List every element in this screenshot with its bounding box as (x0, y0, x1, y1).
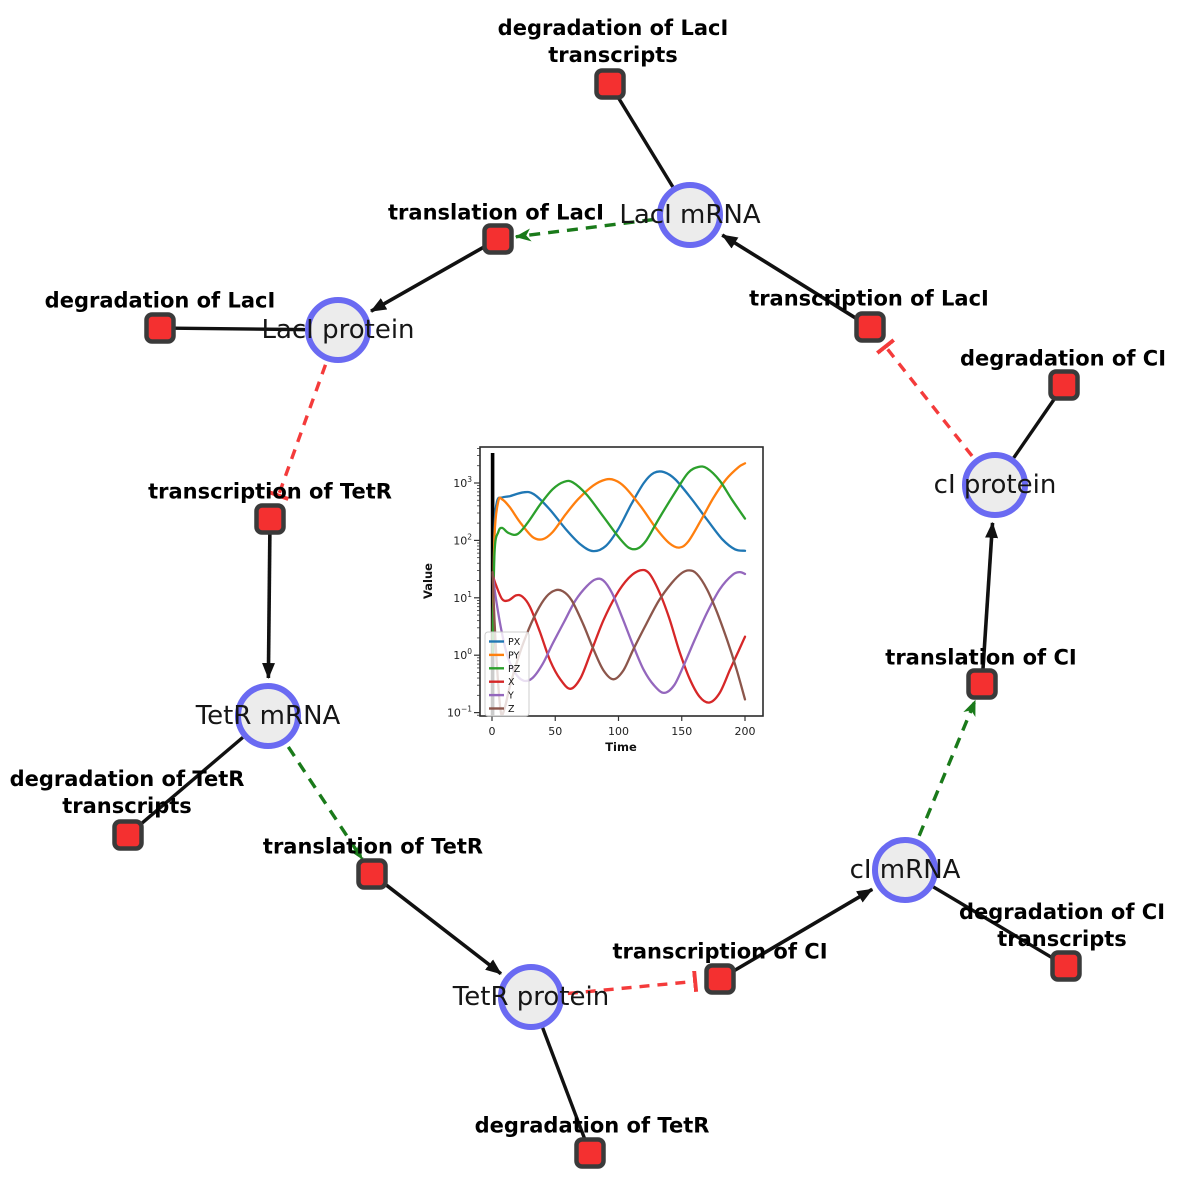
x-axis-label: Time (605, 740, 637, 754)
species-label-tetr-protein: TetR protein (452, 982, 610, 1012)
edge-consumption-deg_lacI-lacI_protein (173, 326, 306, 332)
node-layer (112, 68, 1082, 1169)
edge-consumption-deg_cI_tr-cI_mRNA (932, 885, 1055, 961)
species-node-tetR-mRNA[interactable] (235, 683, 301, 749)
y-tick-label: 101 (453, 590, 472, 605)
x-tick-label: 50 (548, 725, 562, 738)
edge-modifier-cI_mRNA-transl_cI (917, 699, 977, 837)
legend-label-px: PX (508, 637, 521, 648)
reaction-node-transcr-tetR[interactable] (254, 503, 286, 535)
reaction-label-degradation-tetr-transcripts: degradation of TetR transcripts (9, 767, 245, 818)
edge-consumption-deg_tetR_tr-tetR_mRNA (137, 736, 244, 828)
y-tick-label: 10−1 (447, 705, 472, 720)
inset-timecourse-plot: 0 50 100 150 20010310210110010−1TimeValuePXP… (421, 446, 764, 754)
edge-inhibition-lacI_protein-transcr_tetR (267, 364, 328, 501)
edge-layer (137, 95, 1058, 1141)
species-node-tetR-protein[interactable] (498, 964, 564, 1030)
edge-consumption-deg_cI-cI_protein (1012, 395, 1058, 459)
series-line-py (491, 462, 747, 647)
reaction-label-transcription-laci: transcription of LacI (749, 286, 989, 311)
reaction-label-transcription-tetr: transcription of TetR (148, 479, 392, 504)
reaction-node-deg-cI-tr[interactable] (1050, 950, 1082, 982)
y-axis-label: Value (421, 563, 435, 599)
edge-inhibition-tetR_protein-transcr_cI (567, 970, 699, 996)
reaction-node-deg-tetR-tr[interactable] (112, 819, 144, 851)
reaction-label-transcription-ci: transcription of CI (612, 939, 828, 964)
reaction-label-translation-laci: translation of LacI (388, 200, 604, 225)
species-label-ci-mrna: cI mRNA (849, 855, 961, 885)
y-tick-label: 103 (453, 475, 472, 490)
legend-label-z: Z (508, 704, 515, 715)
legend-label-y: Y (507, 691, 514, 702)
y-tick-label: 102 (453, 532, 472, 547)
reaction-node-deg-lacI-tr[interactable] (594, 68, 626, 100)
edge-production-transcr_tetR-tetR_mRNA (262, 533, 276, 680)
reaction-label-degradation-laci-transcripts: degradation of LacI transcripts (497, 16, 729, 67)
series-line-x (491, 568, 747, 704)
plot-frame (479, 446, 764, 717)
edge-consumption-deg_tetR-tetR_protein (541, 1027, 587, 1141)
reaction-label-translation-tetr: translation of TetR (262, 834, 484, 859)
reaction-node-transcr-lacI[interactable] (854, 311, 886, 343)
x-tick-label: 0 (489, 725, 496, 738)
reaction-label-degradation-tetr: degradation of TetR (474, 1113, 710, 1138)
x-tick-label: 150 (671, 725, 692, 738)
x-tick-label: 200 (735, 725, 756, 738)
reaction-node-transl-lacI[interactable] (482, 223, 514, 255)
reaction-node-deg-tetR[interactable] (574, 1137, 606, 1169)
edge-consumption-deg_lacI_tr-lacI_mRNA (615, 95, 675, 188)
edge-modifier-tetR_mRNA-transl_tetR (286, 745, 364, 860)
species-label-laci-mrna: LacI mRNA (619, 200, 761, 230)
legend-label-pz: PZ (508, 664, 521, 675)
reaction-label-degradation-laci: degradation of LacI (44, 288, 276, 313)
edge-production-transl_lacI-lacI_protein (370, 244, 486, 313)
edge-inhibition-cI_protein-transcr_lacI (876, 338, 974, 458)
plot-legend: PX PY PZ XYZ (484, 631, 530, 717)
legend-label-py: PY (508, 650, 520, 661)
legend-label-x: X (508, 677, 515, 688)
reaction-node-deg-cI[interactable] (1048, 369, 1080, 401)
series-line-pz (491, 465, 747, 657)
species-node-lacI-protein[interactable] (305, 297, 371, 363)
reaction-node-deg-lacI[interactable] (144, 312, 176, 344)
edge-production-transl_tetR-tetR_protein (382, 881, 503, 976)
edge-production-transl_cI-cI_protein (981, 521, 999, 670)
axis-ticks (474, 448, 746, 721)
species-node-cI-protein[interactable] (962, 452, 1028, 518)
reaction-node-transl-tetR[interactable] (356, 858, 388, 890)
species-label-tetr-mrna: TetR mRNA (195, 701, 341, 731)
edge-modifier-lacI_mRNA-transl_lacI (514, 217, 654, 242)
x-tick-label: 100 (608, 725, 629, 738)
species-label-laci-protein: LacI protein (261, 315, 415, 345)
species-node-lacI-mRNA[interactable] (657, 182, 723, 248)
species-label-ci-protein: cI protein (933, 470, 1057, 500)
edge-production-transcr_lacI-lacI_mRNA (721, 233, 859, 321)
reaction-node-transl-cI[interactable] (966, 668, 998, 700)
legend-box (484, 631, 530, 717)
edge-production-transcr_cI-cI_mRNA (732, 887, 874, 973)
reaction-label-degradation-ci-transcripts: degradation of CI transcripts (958, 900, 1166, 951)
y-tick-label: 100 (453, 647, 472, 662)
species-node-cI-mRNA[interactable] (872, 837, 938, 903)
reaction-node-transcr-cI[interactable] (704, 963, 736, 995)
reaction-label-degradation-ci: degradation of CI (959, 346, 1167, 371)
series-line-px (491, 470, 747, 640)
reaction-label-translation-ci: translation of CI (885, 645, 1077, 670)
